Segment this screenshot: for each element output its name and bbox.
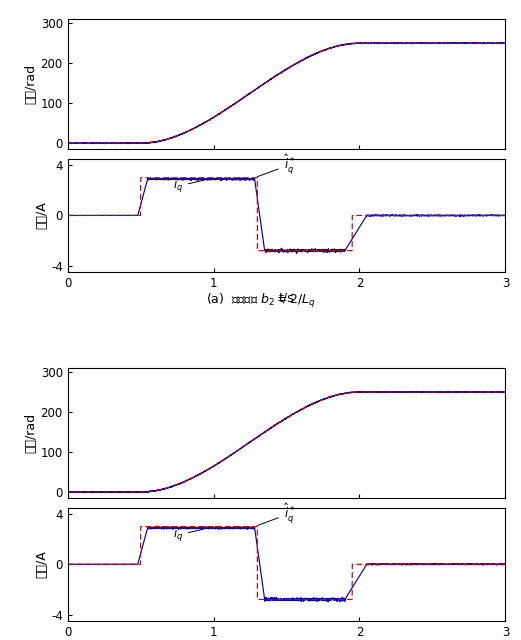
Y-axis label: 电流/A: 电流/A bbox=[35, 550, 48, 578]
Text: $i_q$: $i_q$ bbox=[173, 177, 204, 195]
X-axis label: t/s: t/s bbox=[279, 291, 294, 304]
Text: $\hat{i}_q^*$: $\hat{i}_q^*$ bbox=[257, 153, 295, 177]
Text: (a)  控制参数 $b_2=2/L_q$: (a) 控制参数 $b_2=2/L_q$ bbox=[206, 292, 315, 310]
Y-axis label: 位置/rad: 位置/rad bbox=[25, 64, 38, 104]
Y-axis label: 电流/A: 电流/A bbox=[35, 202, 48, 229]
Text: $i_q$: $i_q$ bbox=[173, 526, 204, 544]
Y-axis label: 位置/rad: 位置/rad bbox=[25, 413, 38, 453]
Text: $\hat{i}_q^*$: $\hat{i}_q^*$ bbox=[257, 502, 295, 526]
